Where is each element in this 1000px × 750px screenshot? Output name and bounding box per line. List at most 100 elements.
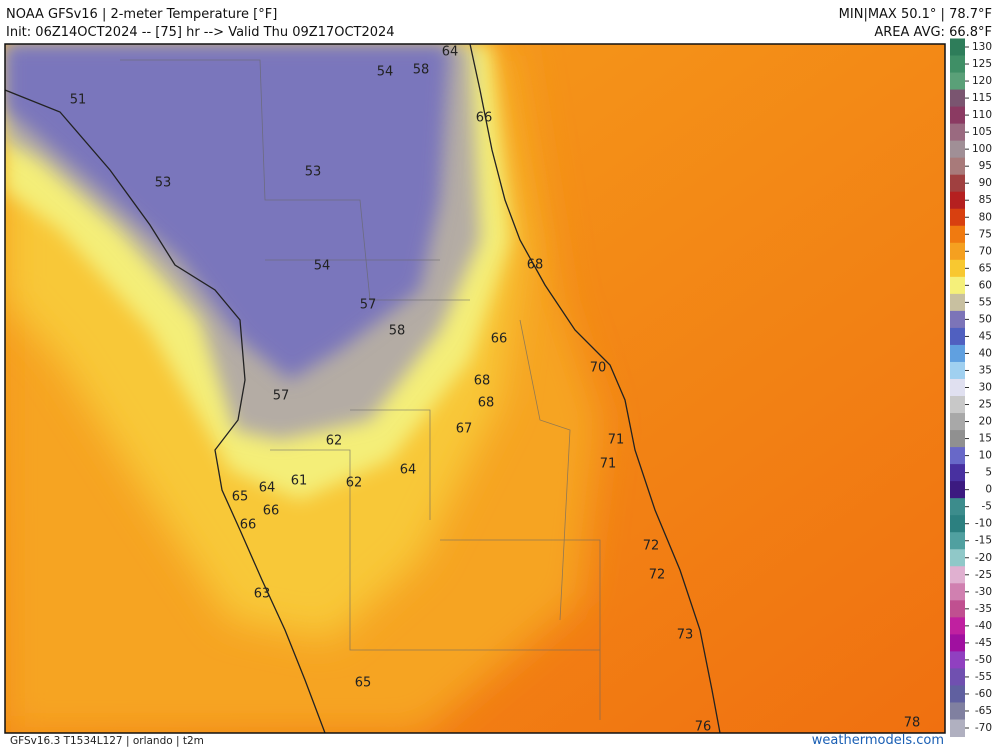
min-max: MIN|MAX 50.1° | 78.7°F (839, 7, 992, 22)
colorbar-segment (950, 89, 965, 108)
site[interactable]: weathermodels.com (812, 733, 944, 748)
temperature-label: 53 (155, 176, 172, 191)
colorbar-label: -55 (975, 671, 992, 683)
temperature-label: 70 (590, 361, 607, 376)
colorbar-segment (950, 310, 965, 329)
colorbar-segment (950, 464, 965, 482)
colorbar-segment (950, 55, 965, 74)
colorbar-segment (950, 566, 965, 584)
temperature-label: 64 (400, 463, 417, 478)
model-info: GFSv16.3 T1534L127 | orlando | t2m (10, 735, 204, 747)
colorbar-label: -10 (975, 518, 992, 530)
temperature-label: 51 (70, 93, 87, 108)
colorbar-label: 30 (979, 382, 992, 394)
temperature-label: 68 (527, 258, 544, 273)
colorbar-label: -15 (975, 535, 992, 547)
colorbar-label: 25 (979, 399, 992, 411)
colorbar-label: 45 (979, 330, 992, 342)
colorbar-label: -5 (982, 501, 992, 513)
colorbar-segment (950, 549, 965, 567)
colorbar-label: 125 (972, 58, 992, 70)
colorbar-label: 50 (979, 313, 992, 325)
temperature-label: 53 (305, 165, 322, 180)
colorbar-segment (950, 651, 965, 669)
temperature-label: 71 (600, 457, 617, 472)
colorbar-label: 0 (985, 484, 992, 496)
colorbar-label: 40 (979, 347, 992, 359)
colorbar-label: 85 (979, 194, 992, 206)
colorbar-segment (950, 327, 965, 346)
temperature-label: 64 (259, 481, 276, 496)
colorbar-label: 75 (979, 228, 992, 240)
temperature-label: 68 (474, 374, 491, 389)
colorbar-label: -20 (975, 552, 992, 564)
colorbar-label: 95 (979, 160, 992, 172)
temperature-label: 57 (360, 298, 377, 313)
colorbar-segment (950, 634, 965, 652)
colorbar-segment (950, 123, 965, 142)
colorbar-label: 35 (979, 364, 992, 376)
colorbar-label: -45 (975, 637, 992, 649)
colorbar-segment (950, 361, 965, 380)
colorbar-label: 5 (985, 467, 992, 479)
colorbar-segment (950, 157, 965, 176)
colorbar-segment (950, 293, 965, 312)
temperature-label: 66 (491, 332, 508, 347)
colorbar-label: 15 (979, 433, 992, 445)
temperature-label: 71 (608, 433, 625, 448)
temperature-label: 62 (346, 476, 363, 491)
temperature-label: 62 (326, 434, 343, 449)
temperature-label: 66 (240, 518, 257, 533)
colorbar-label: 110 (972, 109, 992, 121)
colorbar-segment (950, 191, 965, 210)
colorbar-label: 70 (979, 245, 992, 257)
colorbar-label: 65 (979, 262, 992, 274)
colorbar-label: 105 (972, 126, 992, 138)
colorbar-segment (950, 259, 965, 278)
temperature-label: 73 (677, 628, 694, 643)
colorbar-segment (950, 276, 965, 295)
colorbar-segment (950, 532, 965, 550)
colorbar-segment (950, 344, 965, 363)
temperature-label: 58 (389, 324, 406, 339)
title: NOAA GFSv16 | 2-meter Temperature [°F] (6, 7, 277, 22)
init-line: Init: 06Z14OCT2024 -- [75] hr --> Valid … (6, 25, 395, 40)
colorbar-segment (950, 208, 965, 227)
colorbar-segment (950, 668, 965, 686)
temperature-label: 72 (649, 568, 666, 583)
colorbar-label: 55 (979, 296, 992, 308)
temperature-label: 76 (695, 720, 712, 735)
colorbar-label: -65 (975, 705, 992, 717)
colorbar-label: 120 (972, 75, 992, 87)
temperature-label: 72 (643, 539, 660, 554)
temperature-label: 65 (232, 490, 249, 505)
map-frame (4, 43, 946, 734)
colorbar-segment (950, 481, 965, 499)
colorbar-segment (950, 140, 965, 159)
colorbar-segment (950, 413, 965, 431)
colorbar-segment (950, 447, 965, 465)
temperature-label: 63 (254, 587, 271, 602)
colorbar-segment (950, 225, 965, 244)
temperature-label: 68 (478, 396, 495, 411)
colorbar-segment (950, 719, 965, 738)
colorbar-label: -25 (975, 569, 992, 581)
colorbar-label: -40 (975, 620, 992, 632)
colorbar-segment (950, 685, 965, 703)
temperature-label: 67 (456, 422, 473, 437)
colorbar-label: 10 (979, 450, 992, 462)
colorbar-label: 130 (972, 41, 992, 53)
colorbar-segment (950, 583, 965, 601)
temperature-label: 54 (314, 259, 331, 274)
colorbar-label: 60 (979, 279, 992, 291)
temperature-label: 66 (476, 111, 493, 126)
colorbar-label: -35 (975, 603, 992, 615)
colorbar-segment (950, 617, 965, 635)
colorbar-segment (950, 106, 965, 125)
colorbar-label: 80 (979, 211, 992, 223)
colorbar-segment (950, 430, 965, 448)
colorbar-label: 115 (972, 92, 992, 104)
area-average: AREA AVG: 66.8°F (874, 25, 992, 40)
colorbar-segment (950, 378, 965, 397)
colorbar-segment (950, 242, 965, 261)
